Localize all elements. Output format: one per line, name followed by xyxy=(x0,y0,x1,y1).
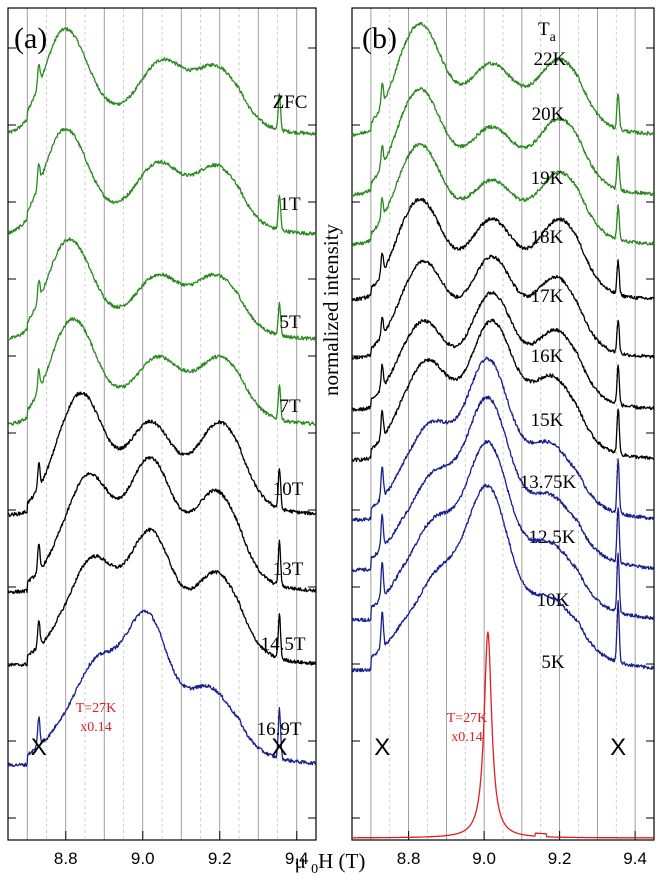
series-line xyxy=(351,356,655,523)
series-line xyxy=(7,391,317,518)
panel-label: (a) xyxy=(14,22,47,55)
series-label: 18K xyxy=(531,227,564,248)
series-line xyxy=(7,456,317,595)
reference-annotation-line1: T=27K xyxy=(76,701,117,716)
series-label: 12.5K xyxy=(529,527,576,548)
series-label: 13.75K xyxy=(520,472,577,493)
series-line xyxy=(351,21,655,137)
series-line xyxy=(351,254,655,360)
y-axis-title: normalized intensity xyxy=(319,223,343,396)
x-axis-title-subscript: 0 xyxy=(311,862,318,877)
peak-marker: X xyxy=(610,734,626,761)
x-axis-title: μ 0H (T) xyxy=(295,849,366,877)
series-label: 17K xyxy=(531,286,564,307)
series-line xyxy=(351,290,655,412)
x-tick-label: 9.2 xyxy=(548,849,572,868)
series-line xyxy=(7,27,316,136)
series-line xyxy=(7,237,317,341)
series-label: 16K xyxy=(531,346,564,367)
series-label: 16.9T xyxy=(257,719,302,740)
series-label: 15K xyxy=(531,410,564,431)
series-label: 22K xyxy=(534,49,567,70)
series-line xyxy=(351,142,655,247)
x-axis-title-text: μ xyxy=(295,849,306,873)
series-line xyxy=(7,609,317,768)
series-label: 5K xyxy=(541,652,565,673)
legend-title-subscript: a xyxy=(550,30,557,45)
series-label: 5T xyxy=(279,312,301,333)
series-line xyxy=(351,318,655,463)
x-axis-title-rest: H (T) xyxy=(318,849,365,873)
x-tick-label: 9.2 xyxy=(208,849,232,868)
series-line xyxy=(7,316,317,426)
series-line xyxy=(7,527,317,667)
series-label: 14.5T xyxy=(261,634,306,655)
series-label: 19K xyxy=(531,168,564,189)
panel-label: (b) xyxy=(362,22,397,55)
series-line xyxy=(351,86,655,197)
panel-a: 8.8 9.0 9.2 9.4 (a) ZFC 1T 5T 7T 10T 13T 14.5T 16.9T… xyxy=(7,7,317,868)
peak-marker: X xyxy=(374,734,390,761)
x-tick-label: 9.0 xyxy=(472,849,496,868)
series-line xyxy=(351,631,654,839)
x-tick-label: 9.0 xyxy=(131,849,155,868)
x-tick-label: 8.8 xyxy=(54,849,78,868)
series-line xyxy=(351,439,655,623)
peak-marker: X xyxy=(271,734,287,761)
x-tick-label: 9.4 xyxy=(285,849,309,868)
series-line xyxy=(7,127,317,236)
series-label: 1T xyxy=(279,194,301,215)
reference-annotation-line2: x0.14 xyxy=(451,730,483,745)
series-line xyxy=(351,483,655,673)
series-label: ZFC xyxy=(273,92,308,113)
x-tick-label: 9.4 xyxy=(623,849,647,868)
series-label: 13T xyxy=(273,559,304,580)
panel-b: 8.8 9.0 9.2 9.4 (b) 22K 20K 19K 18K 17K 16K 15K 13.7… xyxy=(351,7,655,868)
reference-annotation-line2: x0.14 xyxy=(80,720,112,735)
series-label: 20K xyxy=(532,104,565,125)
series-line xyxy=(351,197,655,302)
series-label: 10T xyxy=(273,479,304,500)
x-tick-label: 8.8 xyxy=(397,849,421,868)
series-label: 7T xyxy=(279,396,301,417)
plot-frame xyxy=(7,7,317,841)
peak-marker: X xyxy=(31,734,47,761)
plot-frame xyxy=(351,7,655,841)
series-line xyxy=(351,395,655,573)
legend-title: Ta xyxy=(538,19,557,45)
reference-annotation-line1: T=27K xyxy=(447,711,488,726)
